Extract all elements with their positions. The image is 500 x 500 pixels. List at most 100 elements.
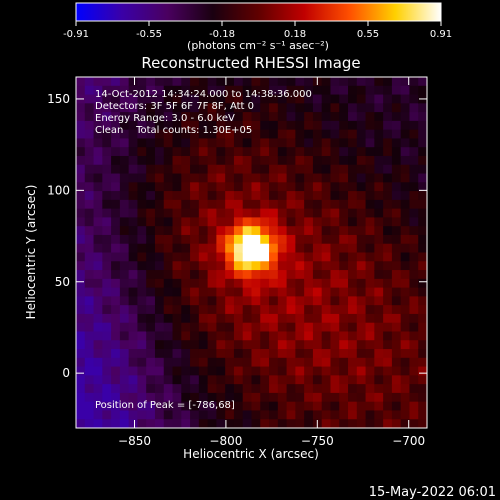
heatmap-cell xyxy=(339,252,349,262)
heatmap-cell xyxy=(383,340,393,350)
heatmap-cell xyxy=(93,252,103,262)
heatmap-cell xyxy=(76,182,86,192)
heatmap-cell xyxy=(93,305,103,315)
heatmap-cell xyxy=(365,129,375,140)
heatmap-cell xyxy=(374,278,384,289)
heatmap-cell xyxy=(172,287,182,297)
heatmap-cell xyxy=(391,77,402,87)
heatmap-cell xyxy=(128,94,139,104)
heatmap-cell xyxy=(374,270,384,280)
heatmap-cell xyxy=(304,278,314,289)
heatmap-cell xyxy=(181,278,191,289)
heatmap-cell xyxy=(277,278,288,289)
heatmap-cell xyxy=(207,120,218,131)
heatmap-cell xyxy=(93,129,103,140)
heatmap-cell xyxy=(321,340,332,350)
heatmap-cell xyxy=(330,331,340,341)
heatmap-cell xyxy=(400,173,411,183)
heatmap-cell xyxy=(93,155,103,166)
heatmap-cell xyxy=(304,164,314,175)
heatmap-cell xyxy=(84,252,95,262)
heatmap-cell xyxy=(181,419,191,428)
heatmap-cell xyxy=(418,392,427,403)
heatmap-cell xyxy=(207,155,218,166)
heatmap-cell xyxy=(190,287,200,297)
heatmap-cell xyxy=(154,112,165,122)
heatmap-cell xyxy=(365,252,375,262)
heatmap-cell xyxy=(409,120,419,131)
heatmap-cell xyxy=(225,199,235,210)
heatmap-cell xyxy=(216,103,226,113)
heatmap-cell xyxy=(312,349,323,359)
heatmap-cell xyxy=(374,120,384,131)
heatmap-cell xyxy=(93,419,103,428)
heatmap-cell xyxy=(102,287,112,297)
heatmap-cell xyxy=(128,77,139,87)
heatmap-cell xyxy=(207,305,218,315)
heatmap-cell xyxy=(356,208,367,219)
heatmap-cell xyxy=(409,217,419,227)
heatmap-cell xyxy=(242,234,253,245)
heatmap-cell xyxy=(251,138,261,148)
heatmap-cell xyxy=(277,419,288,428)
heatmap-cell xyxy=(418,322,427,333)
heatmap-cell xyxy=(251,155,261,166)
heatmap-cell xyxy=(269,217,279,227)
heatmap-cell xyxy=(286,120,296,131)
heatmap-cell xyxy=(356,278,367,289)
heatmap-cell xyxy=(154,147,165,157)
heatmap-cell xyxy=(409,278,419,289)
heatmap-cell xyxy=(137,120,147,131)
heatmap-cell xyxy=(84,120,95,131)
heatmap-cell xyxy=(400,322,411,333)
heatmap-cell xyxy=(233,349,244,359)
heatmap-cell xyxy=(365,287,375,297)
heatmap-cell xyxy=(400,349,411,359)
heatmap-cell xyxy=(181,94,191,104)
heatmap-cell xyxy=(242,120,253,131)
colorbar-tick-label: 0.18 xyxy=(284,29,306,40)
heatmap-cell xyxy=(321,349,332,359)
heatmap-cell xyxy=(198,217,209,227)
heatmap-cell xyxy=(233,313,244,324)
heatmap-cell xyxy=(286,199,296,210)
heatmap-cell xyxy=(198,261,209,271)
colorbar-tick-label: -0.91 xyxy=(63,29,89,40)
heatmap-cell xyxy=(137,366,147,376)
heatmap-cell xyxy=(146,164,156,175)
heatmap-cell xyxy=(286,252,296,262)
heatmap-cell xyxy=(154,287,165,297)
heatmap-cell xyxy=(181,366,191,376)
heatmap-cell xyxy=(102,85,112,96)
heatmap-cell xyxy=(409,305,419,315)
heatmap-cell xyxy=(198,313,209,324)
heatmap-cell xyxy=(383,243,393,254)
heatmap-cell xyxy=(207,270,218,280)
heatmap-cell xyxy=(233,129,244,140)
heatmap-cell xyxy=(93,182,103,192)
heatmap-cell xyxy=(251,270,261,280)
heatmap-cell xyxy=(391,313,402,324)
heatmap-cell xyxy=(119,349,130,359)
heatmap-cell xyxy=(251,401,261,412)
heatmap-cell xyxy=(330,226,340,236)
heatmap-cell xyxy=(102,252,112,262)
heatmap-cell xyxy=(286,182,296,192)
heatmap-cell xyxy=(365,410,375,420)
heatmap-cell xyxy=(365,261,375,271)
heatmap-cell xyxy=(190,103,200,113)
heatmap-cell xyxy=(295,410,305,420)
heatmap-cell xyxy=(251,199,261,210)
heatmap-cell xyxy=(198,112,209,122)
heatmap-cell xyxy=(216,322,226,333)
heatmap-cell xyxy=(128,366,139,376)
heatmap-cell xyxy=(128,392,139,403)
heatmap-cell xyxy=(119,252,130,262)
heatmap-cell xyxy=(365,120,375,131)
heatmap-cell xyxy=(304,191,314,201)
heatmap-cell xyxy=(111,401,121,412)
heatmap-cell xyxy=(321,155,332,166)
heatmap-cell xyxy=(172,103,182,113)
heatmap-cell xyxy=(137,77,147,87)
heatmap-cell xyxy=(418,287,427,297)
